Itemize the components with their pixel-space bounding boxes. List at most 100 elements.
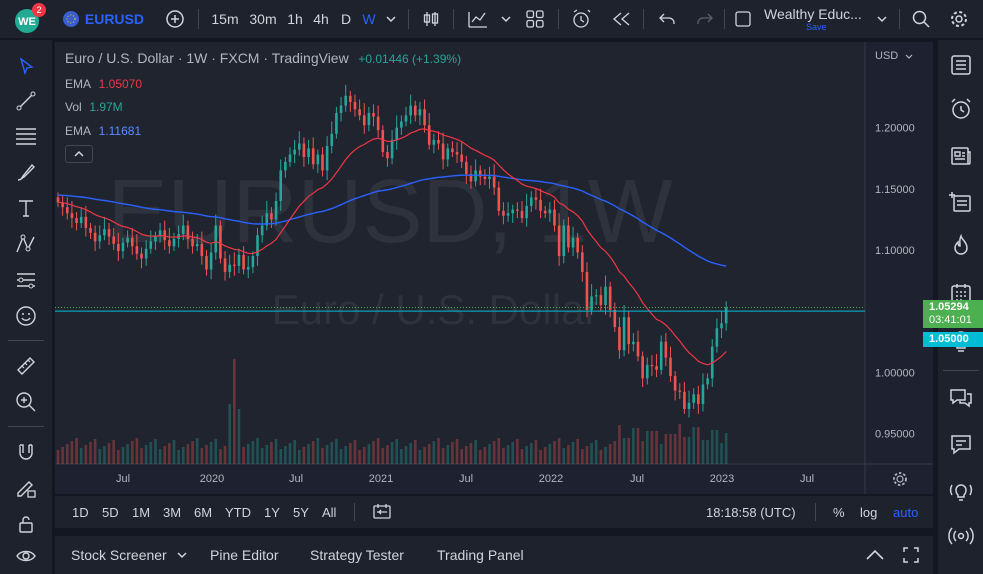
volume-bar: [251, 441, 255, 464]
volume-bar: [107, 443, 111, 464]
percent-toggle[interactable]: %: [833, 504, 845, 520]
streams-button[interactable]: [942, 474, 980, 508]
lock-tool[interactable]: [8, 508, 44, 540]
alerts-button[interactable]: [942, 92, 980, 126]
layout-dropdown[interactable]: [872, 0, 892, 38]
brush-tool[interactable]: [8, 156, 44, 188]
symbol-search-button[interactable]: EURUSD: [62, 0, 144, 38]
range-1m[interactable]: 1M: [132, 504, 151, 520]
range-5d[interactable]: 5D: [102, 504, 119, 520]
goto-date-button[interactable]: [372, 496, 392, 528]
volume-bar: [441, 448, 445, 464]
auto-toggle[interactable]: auto: [893, 504, 919, 520]
watchlist-button[interactable]: [942, 48, 980, 82]
log-toggle[interactable]: log: [860, 504, 878, 520]
time-axis[interactable]: Jul 2020 Jul 2021 Jul 2022 Jul 2023 Jul: [116, 473, 814, 485]
visibility-tool[interactable]: [8, 540, 44, 572]
range-1y[interactable]: 1Y: [264, 504, 280, 520]
indicators-dropdown[interactable]: [498, 0, 514, 38]
chevron-down-icon[interactable]: [905, 54, 913, 59]
range-3m[interactable]: 3M: [163, 504, 182, 520]
indicators-button[interactable]: [464, 0, 492, 38]
cursor-tool[interactable]: [8, 50, 44, 82]
range-6m[interactable]: 6M: [194, 504, 213, 520]
maximize-panel-button[interactable]: [902, 536, 920, 574]
chats-button[interactable]: [942, 381, 980, 415]
interval-4h[interactable]: 4h: [313, 11, 329, 27]
range-1d[interactable]: 1D: [72, 504, 89, 520]
candle-body: [432, 139, 436, 145]
prediction-tool[interactable]: [8, 264, 44, 296]
tab-trading-panel[interactable]: Trading Panel: [437, 547, 524, 563]
price-axis[interactable]: 1.20000 1.15000 1.10000 1.00000 0.95000: [875, 123, 915, 441]
alert-button[interactable]: [568, 0, 596, 38]
volume-bar: [627, 438, 631, 464]
fib-tool[interactable]: [8, 120, 44, 152]
magnet-tool[interactable]: [8, 436, 44, 468]
candle-body: [543, 210, 547, 214]
zoom-tool[interactable]: [8, 386, 44, 418]
range-5y[interactable]: 5Y: [293, 504, 309, 520]
range-ytd[interactable]: YTD: [225, 504, 251, 520]
candle-body: [163, 230, 167, 241]
messages-button[interactable]: [942, 427, 980, 461]
fullscreen-toggle[interactable]: [731, 0, 755, 38]
currency-label[interactable]: USD: [875, 50, 898, 62]
volume-bar: [89, 442, 92, 464]
chart-pane[interactable]: EURUSD, 1W Euro / U.S. Dollar 1.20000 1.1…: [55, 42, 983, 494]
news-button[interactable]: [942, 139, 980, 173]
volume-bar: [539, 450, 542, 464]
redo-button[interactable]: [692, 0, 718, 38]
signals-button[interactable]: [942, 519, 980, 553]
interval-15m[interactable]: 15m: [211, 11, 239, 27]
utc-clock[interactable]: 18:18:58 (UTC): [706, 504, 796, 520]
layout-button[interactable]: [522, 0, 548, 38]
candle-body: [335, 112, 338, 134]
icon-tool[interactable]: [8, 300, 44, 332]
data-window-button[interactable]: [942, 185, 980, 219]
volume-bar: [451, 442, 454, 464]
interval-d[interactable]: D: [340, 11, 352, 27]
tab-stock-screener[interactable]: Stock Screener: [71, 536, 188, 574]
tab-pine-editor[interactable]: Pine Editor: [210, 547, 279, 563]
volume-bar: [56, 450, 60, 464]
vol-legend[interactable]: Vol 1.97M: [65, 99, 123, 114]
ema1-legend[interactable]: EMA 1.05070: [65, 76, 142, 91]
ema2-legend[interactable]: EMA 1.11681: [65, 123, 141, 138]
replay-button[interactable]: [607, 0, 635, 38]
volume-bar: [692, 427, 695, 464]
candle-body: [256, 235, 259, 257]
pattern-tool[interactable]: [8, 228, 44, 260]
newspaper-icon: [951, 147, 971, 165]
collapse-panel-button[interactable]: [865, 536, 885, 574]
settings-button[interactable]: [945, 0, 973, 38]
hotlists-button[interactable]: [942, 229, 980, 263]
gear-icon[interactable]: [893, 472, 907, 486]
candle-body: [205, 256, 208, 270]
price-chart[interactable]: EURUSD, 1W Euro / U.S. Dollar 1.200001.1…: [55, 42, 933, 494]
collapse-legend-button[interactable]: [65, 145, 93, 163]
undo-button[interactable]: [654, 0, 680, 38]
drawing-mode-tool[interactable]: [8, 472, 44, 504]
ema2-label: EMA: [65, 124, 92, 138]
search-button[interactable]: [907, 0, 935, 38]
trend-line-tool[interactable]: [8, 85, 44, 117]
volume-bar: [93, 439, 97, 464]
ruler-tool[interactable]: [8, 350, 44, 382]
candle-body: [571, 237, 575, 248]
text-tool[interactable]: [8, 192, 44, 224]
interval-30m[interactable]: 30m: [249, 11, 277, 27]
range-all[interactable]: All: [322, 504, 337, 520]
interval-dropdown[interactable]: [382, 0, 400, 38]
candle-body: [687, 402, 691, 409]
volume-bar: [715, 430, 719, 464]
interval-w[interactable]: W: [362, 11, 376, 27]
compare-symbol-button[interactable]: [162, 0, 188, 38]
volume-bar: [697, 427, 700, 464]
interval-1h[interactable]: 1h: [287, 11, 303, 27]
layout-name-button[interactable]: Wealthy Educ... Save: [764, 0, 868, 38]
tab-strategy-tester[interactable]: Strategy Tester: [310, 547, 404, 563]
account-avatar[interactable]: WE 2: [10, 0, 46, 38]
price-axis-label: 1.00000: [875, 367, 915, 379]
chart-type-button[interactable]: [418, 0, 444, 38]
